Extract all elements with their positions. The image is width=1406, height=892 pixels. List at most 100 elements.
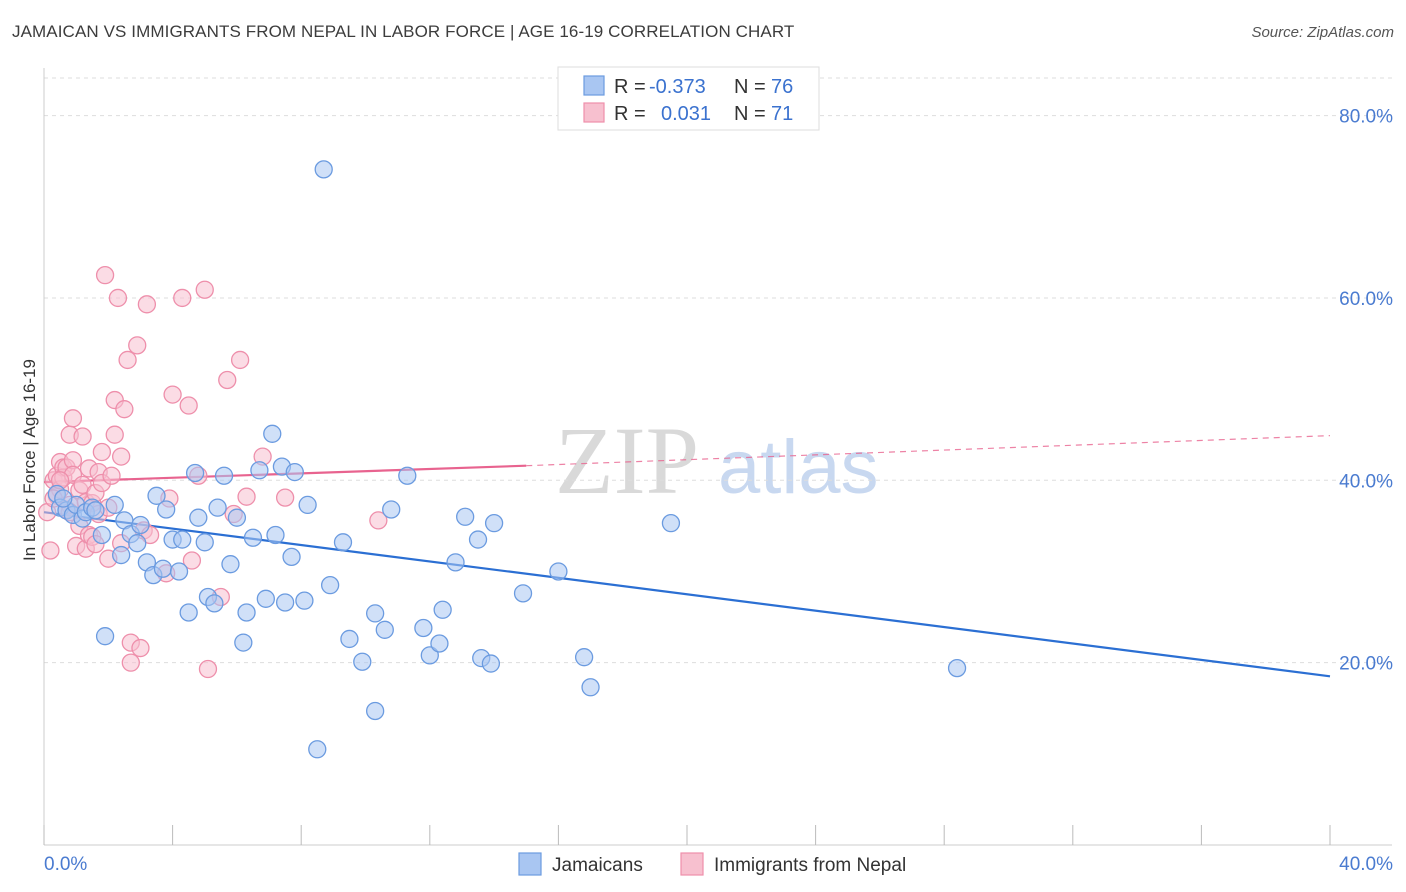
nepal-point: [121, 653, 140, 672]
jamaican-point: [227, 508, 247, 527]
nepal-point: [237, 487, 256, 506]
jamaican-point: [131, 515, 150, 535]
legend-swatch-jamaicans: [583, 75, 605, 96]
x-tick-label: 0.0%: [44, 854, 87, 875]
nepal-trend-line-dashed: [526, 435, 1331, 467]
jamaican-point: [481, 654, 501, 673]
jamaican-point: [275, 593, 295, 612]
jamaican-point: [214, 466, 234, 485]
jamaican-point: [430, 634, 449, 653]
jamaican-point: [208, 498, 227, 517]
bottom-legend-swatch-nepal: [680, 852, 704, 876]
jamaican-point: [420, 646, 439, 665]
nepal-point: [102, 466, 121, 485]
jamaican-point: [54, 489, 73, 508]
jamaican-point: [456, 507, 475, 526]
jamaican-point: [282, 547, 301, 567]
axes: [43, 68, 1392, 846]
nepal-point: [275, 488, 295, 507]
gridlines: [44, 77, 1392, 664]
jamaican-point: [205, 594, 224, 613]
jamaican-point: [243, 528, 263, 547]
nepal-point: [41, 541, 60, 560]
nepal-point: [369, 511, 388, 530]
jamaican-point: [661, 513, 681, 533]
jamaican-point: [308, 740, 327, 759]
jamaican-point: [365, 701, 385, 721]
legend-n-value-1: 76: [771, 76, 793, 98]
jamaican-point: [234, 633, 253, 652]
jamaican-point: [266, 525, 285, 545]
jamaican-point: [365, 604, 385, 623]
y-axis-label: In Labor Force | Age 16-19: [20, 359, 39, 561]
nepal-point: [173, 288, 192, 308]
jamaican-point: [320, 575, 340, 595]
y-tick-label: 20.0%: [1339, 654, 1393, 675]
legend-r-value-1: -0.373: [649, 76, 706, 98]
nepal-point: [63, 409, 83, 428]
tick-labels: 20.0% 40.0% 60.0% 80.0% 0.0% 40.0%: [44, 107, 1393, 875]
jamaican-point: [513, 584, 533, 603]
jamaican-point: [398, 466, 417, 485]
jamaican-point: [581, 678, 600, 697]
nepal-point: [112, 447, 131, 466]
jamaican-point: [414, 618, 433, 638]
jamaican-point: [314, 160, 333, 179]
nepal-point: [195, 280, 214, 299]
legend-n-value-2: 71: [771, 103, 793, 125]
nepal-point: [131, 638, 150, 658]
jamaican-point: [484, 513, 504, 533]
legend-r-label-1: R =: [614, 76, 646, 98]
jamaican-point: [250, 461, 269, 480]
nepal-point: [115, 400, 134, 419]
jamaican-point: [298, 495, 317, 515]
nepal-point: [182, 551, 202, 570]
jamaican-point: [128, 534, 147, 553]
jamaican-point: [468, 530, 488, 549]
nepal-point: [128, 336, 147, 355]
jamaican-point: [549, 562, 568, 581]
legend-r-label-2: R =: [614, 103, 646, 125]
jamaican-point: [185, 463, 205, 483]
nepal-point: [198, 659, 218, 679]
nepal-point: [218, 370, 237, 390]
jamaican-point: [221, 555, 240, 574]
jamaican-point: [147, 486, 166, 505]
jamaican-point: [153, 559, 173, 578]
jamaican-point: [340, 629, 359, 649]
jamaican-point: [375, 620, 394, 639]
jamaican-point: [382, 500, 401, 519]
legend-r-value-2: 0.031: [661, 103, 711, 125]
legend-n-label-2: N =: [734, 103, 766, 125]
legend-n-label-1: N =: [734, 76, 766, 98]
jamaican-point: [86, 501, 105, 520]
jamaican-point: [92, 525, 112, 545]
jamaican-point: [195, 533, 214, 552]
jamaican-point: [285, 462, 304, 482]
y-tick-label: 40.0%: [1339, 471, 1393, 492]
jamaican-trend-line: [43, 511, 1331, 678]
jamaican-point: [295, 591, 314, 610]
nepal-point: [95, 265, 115, 285]
jamaican-point: [353, 652, 372, 671]
bottom-legend-jamaicans: Jamaicans: [552, 855, 643, 876]
nepal-point: [108, 288, 128, 308]
jamaican-point: [446, 553, 465, 572]
source-credit: Source: ZipAtlas.com: [1251, 24, 1394, 41]
watermark-zip: ZIP: [555, 407, 699, 514]
chart-title: JAMAICAN VS IMMIGRANTS FROM NEPAL IN LAB…: [12, 22, 795, 41]
nepal-point: [73, 475, 92, 495]
nepal-point: [163, 385, 182, 404]
nepal-point: [230, 350, 250, 370]
jamaican-point: [256, 589, 275, 608]
x-tick-label: 40.0%: [1339, 854, 1393, 875]
jamaican-point: [574, 648, 594, 667]
jamaican-point: [333, 533, 353, 552]
jamaican-point: [433, 600, 452, 619]
series-legend: Jamaicans Immigrants from Nepal: [518, 852, 906, 876]
jamaican-point: [189, 508, 208, 527]
jamaican-point: [169, 562, 189, 581]
y-tick-label: 60.0%: [1339, 289, 1393, 310]
jamaican-point: [947, 658, 967, 678]
